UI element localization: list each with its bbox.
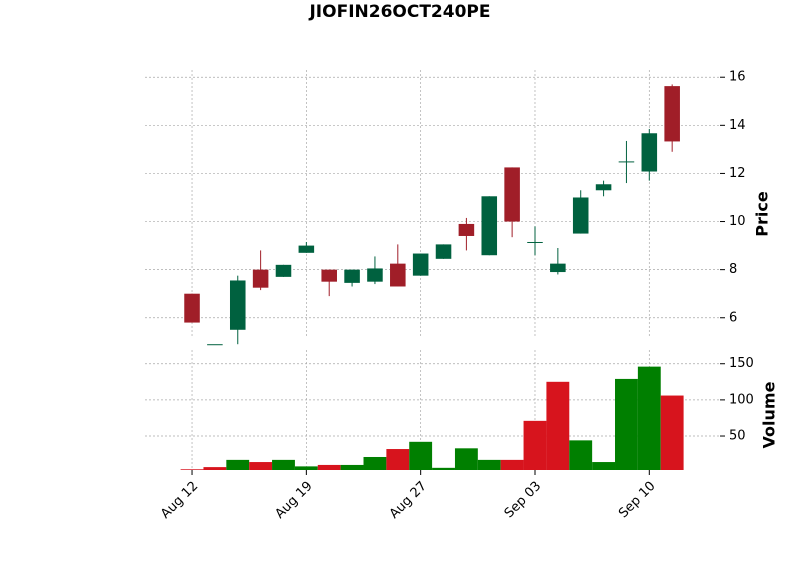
candle-body [664,86,680,142]
candle-body [550,263,566,273]
volume-bar [180,469,204,470]
candle-body [207,344,223,346]
y-axis-label: Price [753,191,772,237]
candle-body [641,133,658,172]
candle-body [481,196,498,256]
y-tick-label: 150 [729,356,754,371]
volume-bar [340,464,364,470]
y-tick-label: 16 [729,70,746,85]
volume-bar [432,467,455,470]
volume-bar [569,440,593,470]
candle-body [595,184,612,191]
candle-body [412,253,429,276]
y-tick-label: 14 [729,118,746,133]
candle-body [344,269,360,283]
candle-body [572,197,589,234]
volume-bar [454,448,478,470]
volume-axis-label: Volume [760,381,779,448]
volume-bar [203,467,227,470]
candle-body [367,268,383,282]
x-tick-label: Aug 19 [272,479,315,522]
volume-bar [294,466,318,470]
x-tick-label: Sep 03 [502,479,545,522]
volume-bar [317,464,341,470]
volume-bar [592,462,616,470]
candle-body [229,280,246,330]
volume-bar [546,381,570,470]
volume-bar [615,378,638,470]
candle-body [184,293,200,323]
volume-bar [409,441,433,470]
volume-bar [660,395,684,470]
y-tick-label: 10 [729,214,746,229]
volume-bar [523,420,547,470]
candle-body [504,167,520,222]
x-tick-label: Aug 27 [387,479,430,522]
volume-bar [637,366,661,470]
x-tick-label: Sep 10 [616,479,659,522]
y-tick-label: 50 [729,429,746,444]
y-tick-label: 8 [729,262,737,277]
candle-body [252,269,269,288]
x-tick-label: Aug 12 [158,479,201,522]
volume-bar [386,449,410,470]
candle-body [618,161,635,163]
candle-body [458,223,475,236]
volume-bar [363,456,387,470]
y-tick-label: 6 [729,310,737,325]
volume-bar [477,459,501,470]
candle-body [435,244,452,259]
candle-body [298,245,315,253]
candle-body [390,263,406,287]
y-tick-label: 12 [729,166,746,181]
volume-bar [249,462,273,470]
candle-body [527,241,543,243]
y-tick-label: 100 [729,392,754,407]
volume-bar [226,459,250,470]
candle-body [275,264,292,277]
volume-bar [500,459,524,470]
volume-bar [272,459,295,470]
candle-body [321,269,337,282]
chart-title: JIOFIN26OCT240PE [308,2,490,22]
